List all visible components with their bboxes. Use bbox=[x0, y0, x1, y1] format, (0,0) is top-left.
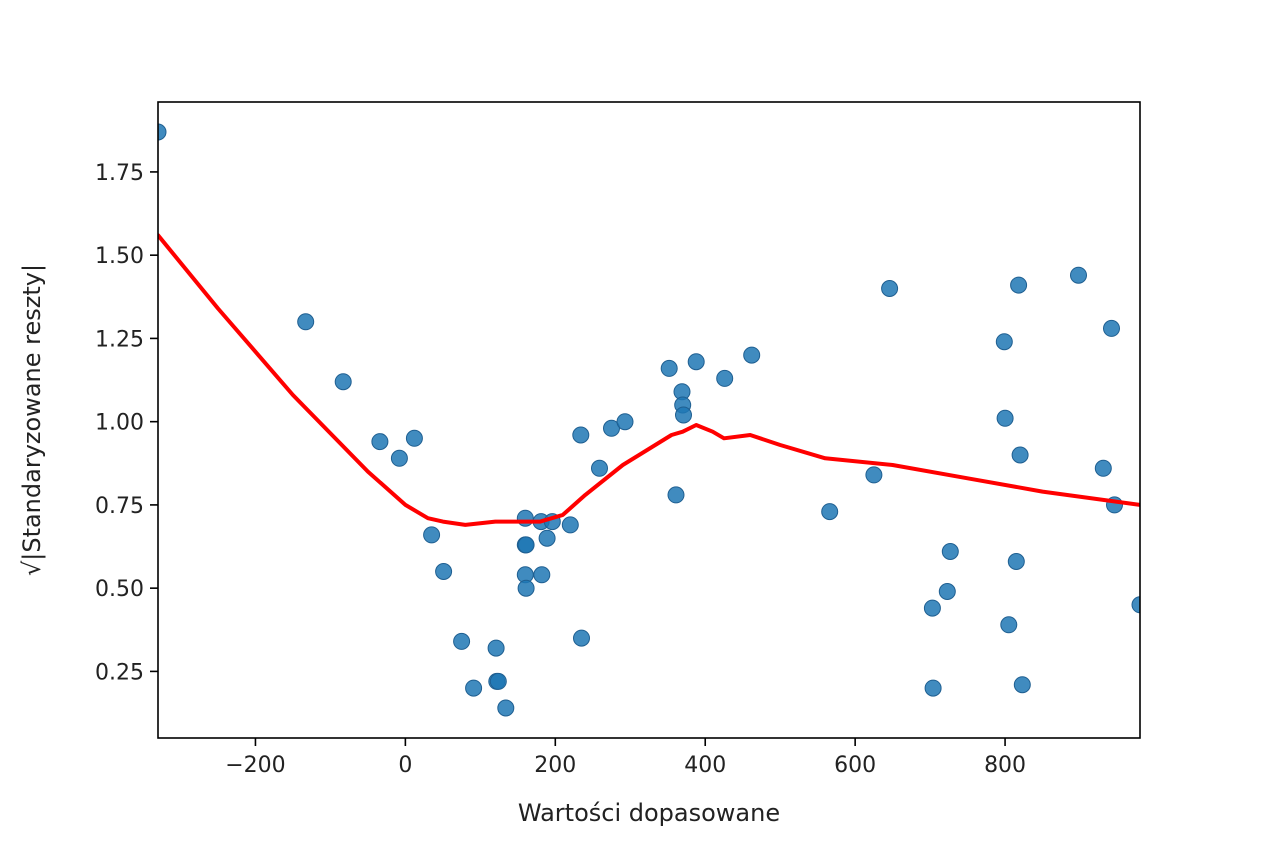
data-point bbox=[561, 516, 579, 534]
y-tick-label: 0.50 bbox=[95, 577, 144, 602]
data-point bbox=[390, 449, 408, 467]
data-point bbox=[465, 679, 483, 697]
data-point bbox=[1000, 616, 1018, 634]
x-tick-label: 600 bbox=[834, 753, 876, 778]
data-point bbox=[573, 629, 590, 647]
x-tick-label: 200 bbox=[534, 753, 576, 778]
data-point bbox=[821, 503, 839, 521]
data-point bbox=[423, 526, 441, 544]
data-point bbox=[517, 579, 535, 597]
data-point bbox=[158, 123, 167, 141]
data-point bbox=[572, 426, 590, 444]
data-point bbox=[923, 599, 941, 617]
data-point bbox=[616, 413, 634, 431]
lowess-line bbox=[158, 233, 1140, 527]
x-axis: −200 0 200 400 600 800 bbox=[225, 738, 1026, 778]
data-point bbox=[1010, 276, 1028, 294]
data-point bbox=[941, 543, 959, 560]
x-tick-label: 0 bbox=[398, 753, 412, 778]
data-point bbox=[435, 563, 453, 580]
data-point bbox=[1094, 459, 1112, 477]
data-point bbox=[1011, 446, 1029, 464]
data-point bbox=[591, 459, 608, 477]
data-point bbox=[996, 409, 1014, 427]
data-point bbox=[1131, 596, 1140, 614]
data-point bbox=[516, 509, 534, 527]
x-tick-label: −200 bbox=[225, 753, 285, 778]
data-point bbox=[667, 486, 685, 504]
data-point bbox=[743, 346, 761, 364]
data-point bbox=[497, 699, 515, 717]
data-point bbox=[487, 639, 505, 657]
data-point bbox=[1070, 266, 1087, 284]
data-point bbox=[687, 353, 705, 371]
data-point bbox=[405, 429, 423, 447]
x-tick-label: 800 bbox=[984, 753, 1026, 778]
data-point bbox=[533, 566, 551, 584]
y-tick-label: 1.25 bbox=[95, 327, 144, 352]
data-point bbox=[675, 406, 692, 424]
data-point bbox=[297, 313, 315, 331]
data-point bbox=[603, 419, 620, 437]
data-point bbox=[538, 529, 556, 547]
data-point bbox=[995, 333, 1013, 351]
data-point bbox=[938, 583, 956, 600]
x-tick-label: 400 bbox=[684, 753, 726, 778]
data-point bbox=[716, 369, 734, 387]
data-point bbox=[881, 280, 899, 297]
y-tick-label: 0.25 bbox=[95, 660, 144, 685]
y-tick-label: 1.50 bbox=[95, 244, 144, 269]
data-point bbox=[453, 632, 471, 650]
data-point bbox=[1007, 553, 1025, 570]
data-point bbox=[517, 536, 535, 554]
y-axis-title: √|Standaryzowane reszty| bbox=[18, 264, 46, 576]
y-tick-label: 0.75 bbox=[95, 494, 144, 519]
lowess-line-series bbox=[158, 233, 1140, 527]
data-point bbox=[924, 679, 942, 697]
y-axis: 0.25 0.50 0.75 1.00 1.25 1.50 1.75 bbox=[95, 161, 158, 685]
data-point bbox=[1103, 319, 1120, 337]
data-point bbox=[334, 373, 352, 391]
plot-frame bbox=[157, 101, 1141, 739]
data-point bbox=[1013, 676, 1031, 694]
y-tick-label: 1.75 bbox=[95, 161, 144, 186]
x-axis-title: Wartości dopasowane bbox=[518, 799, 780, 827]
data-point bbox=[660, 359, 678, 377]
data-point bbox=[489, 672, 507, 690]
data-point bbox=[371, 433, 389, 451]
data-point bbox=[865, 466, 883, 484]
scatter-series bbox=[158, 123, 1140, 717]
y-tick-label: 1.00 bbox=[95, 411, 144, 436]
